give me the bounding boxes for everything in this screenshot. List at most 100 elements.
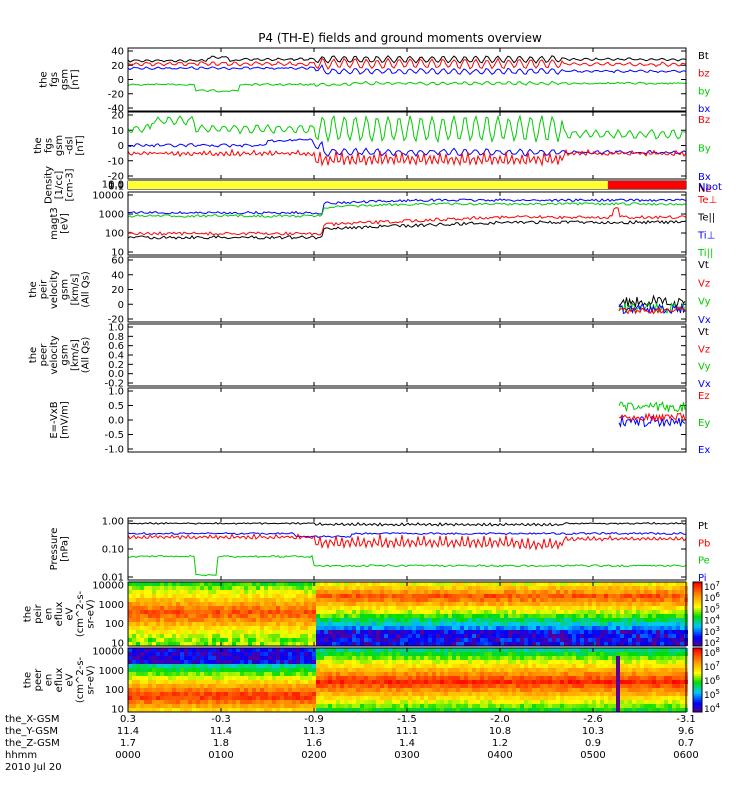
spectrogram-cell [436, 618, 440, 622]
spectrogram-cell [500, 586, 504, 590]
spectrogram-cell [276, 594, 280, 598]
spectrogram-cell [164, 656, 168, 660]
spectrogram-cell [308, 626, 312, 630]
spectrogram-cell [680, 700, 684, 704]
spectrogram-cell [672, 700, 676, 704]
spectrogram-cell [472, 642, 476, 646]
spectrogram-cell [428, 688, 432, 692]
spectrogram-cell [324, 660, 328, 664]
spectrogram-cell [428, 594, 432, 598]
spectrogram-cell [316, 664, 320, 668]
spectrogram-cell [608, 664, 612, 668]
spectrogram-cell [540, 634, 544, 638]
spectrogram-cell [480, 642, 484, 646]
spectrogram-cell [524, 704, 528, 708]
spectrogram-cell [308, 688, 312, 692]
spectrogram-cell [404, 668, 408, 672]
colorbar-cell [693, 686, 702, 688]
spectrogram-cell [320, 664, 324, 668]
spectrogram-cell [656, 660, 660, 664]
spectrogram-cell [228, 618, 232, 622]
spectrogram-cell [160, 598, 164, 602]
spectrogram-cell [268, 634, 272, 638]
spectrogram-cell [668, 630, 672, 634]
spectrogram-cell [592, 652, 596, 656]
spectrogram-cell [544, 626, 548, 630]
spectrogram-cell [424, 614, 428, 618]
spectrogram-cell [680, 668, 684, 672]
spectrogram-cell [600, 696, 604, 700]
spectrogram-cell [584, 648, 588, 652]
spectrogram-cell [660, 598, 664, 602]
spectrogram-cell [556, 696, 560, 700]
spectrogram-cell [272, 642, 276, 646]
spectrogram-cell [384, 684, 388, 688]
spectrogram-cell [224, 606, 228, 610]
spectrogram-cell [160, 668, 164, 672]
spectrogram-cell [280, 626, 284, 630]
spectrogram-cell [596, 606, 600, 610]
spectrogram-cell [392, 634, 396, 638]
spectrogram-cell [176, 676, 180, 680]
spectrogram-cell [576, 692, 580, 696]
spectrogram-cell [132, 704, 136, 708]
spectrogram-cell [348, 660, 352, 664]
spectrogram-cell [228, 606, 232, 610]
spectrogram-cell [268, 656, 272, 660]
spectrogram-cell [600, 668, 604, 672]
spectrogram-cell [464, 668, 468, 672]
spectrogram-cell [180, 680, 184, 684]
spectrogram-cell [400, 656, 404, 660]
legend-Te||: Te|| [697, 213, 715, 224]
spectrogram-cell [148, 652, 152, 656]
spectrogram-cell [648, 692, 652, 696]
spectrogram-cell [224, 630, 228, 634]
spectrogram-cell [192, 648, 196, 652]
spectrogram-cell [244, 696, 248, 700]
spectrogram-cell [596, 586, 600, 590]
spectrogram-cell [580, 606, 584, 610]
spectrogram-cell [600, 652, 604, 656]
spectrogram-cell [252, 652, 256, 656]
spectrogram-cell [508, 642, 512, 646]
spectrogram-cell [448, 590, 452, 594]
spectrogram-cell [668, 614, 672, 618]
spectrogram-cell [584, 590, 588, 594]
spectrogram-cell [464, 672, 468, 676]
spectrogram-cell [480, 638, 484, 642]
spectrogram-cell [480, 606, 484, 610]
spectrogram-cell [416, 668, 420, 672]
spectrogram-cell [188, 700, 192, 704]
spectrogram-cell [340, 672, 344, 676]
spectrogram-cell [344, 630, 348, 634]
spectrogram-cell [296, 602, 300, 606]
spectrogram-cell [376, 638, 380, 642]
spectrogram-cell [404, 634, 408, 638]
spectrogram-cell [588, 594, 592, 598]
spectrogram-cell [576, 598, 580, 602]
spectrogram-cell [676, 688, 680, 692]
spectrogram-cell [380, 622, 384, 626]
spectrogram-cell [500, 610, 504, 614]
spectrogram-cell [324, 598, 328, 602]
spectrogram-cell [436, 684, 440, 688]
spectrogram-cell [228, 614, 232, 618]
spectrogram-cell [132, 598, 136, 602]
spectrogram-cell [336, 602, 340, 606]
spectrogram-cell [344, 700, 348, 704]
spectrogram-cell [240, 672, 244, 676]
spectrogram-cell [268, 700, 272, 704]
spectrogram-cell [288, 630, 292, 634]
spectrogram-cell [132, 680, 136, 684]
spectrogram-cell [280, 606, 284, 610]
spectrogram-cell [480, 602, 484, 606]
spectrogram-cell [452, 652, 456, 656]
spectrogram-cell [172, 648, 176, 652]
spectrogram-cell [492, 656, 496, 660]
spectrogram-cell [292, 594, 296, 598]
spectrogram-cell [312, 660, 316, 664]
spectrogram-cell [388, 668, 392, 672]
spectrogram-cell [536, 708, 540, 712]
spectrogram-cell [556, 634, 560, 638]
ylabel-line: magt3 [49, 207, 60, 240]
